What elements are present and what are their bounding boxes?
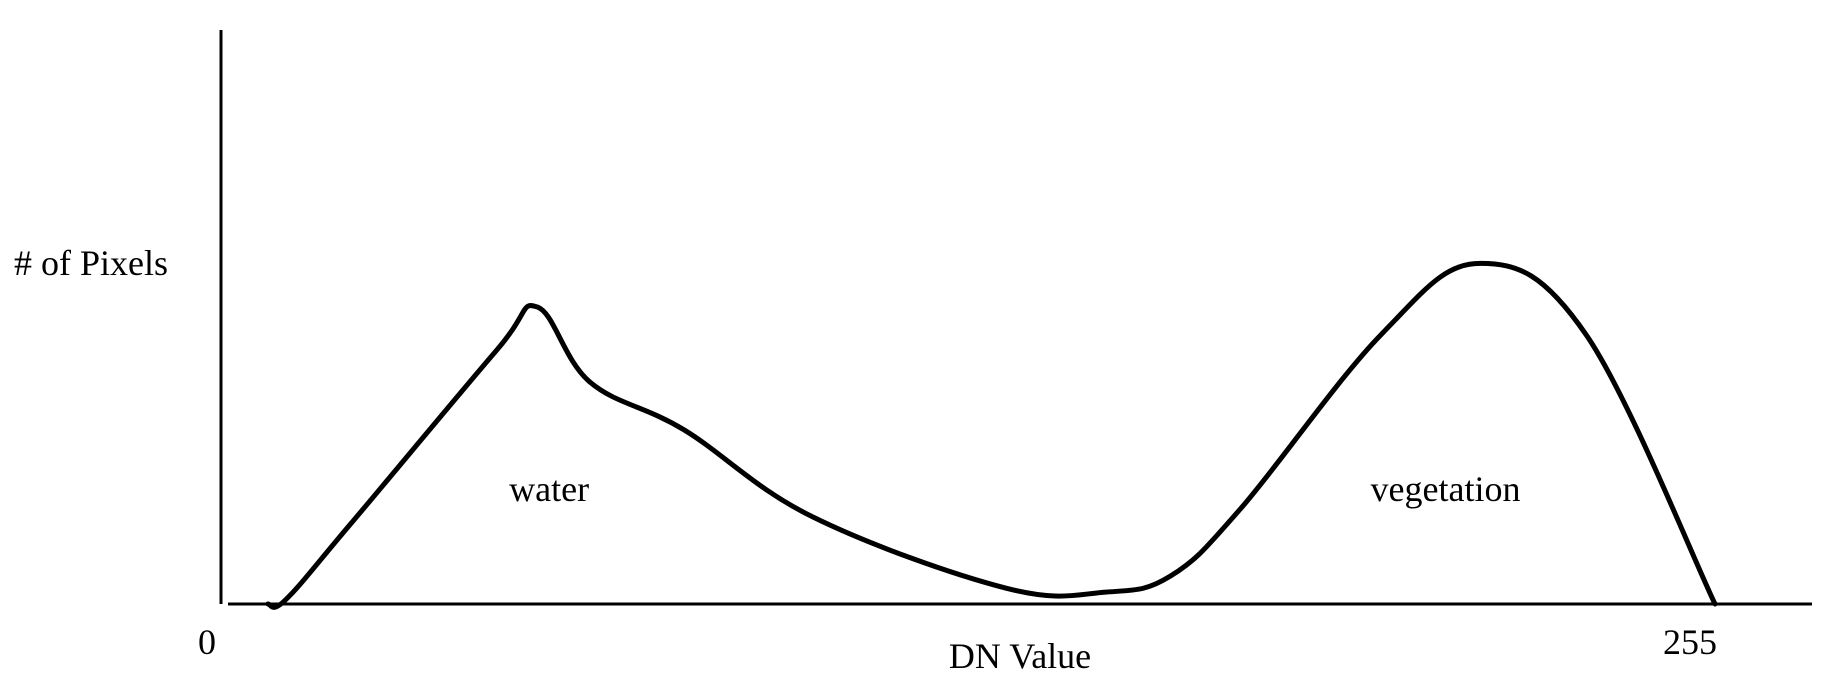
x-tick-label-max: 255 — [1663, 622, 1717, 662]
water-peak-label: water — [509, 469, 589, 509]
x-axis-label: DN Value — [949, 636, 1091, 676]
histogram-curve — [265, 260, 1718, 610]
y-axis-label: # of Pixels — [14, 243, 168, 283]
x-tick-label-min: 0 — [198, 622, 216, 662]
vegetation-peak-label: vegetation — [1371, 469, 1521, 509]
